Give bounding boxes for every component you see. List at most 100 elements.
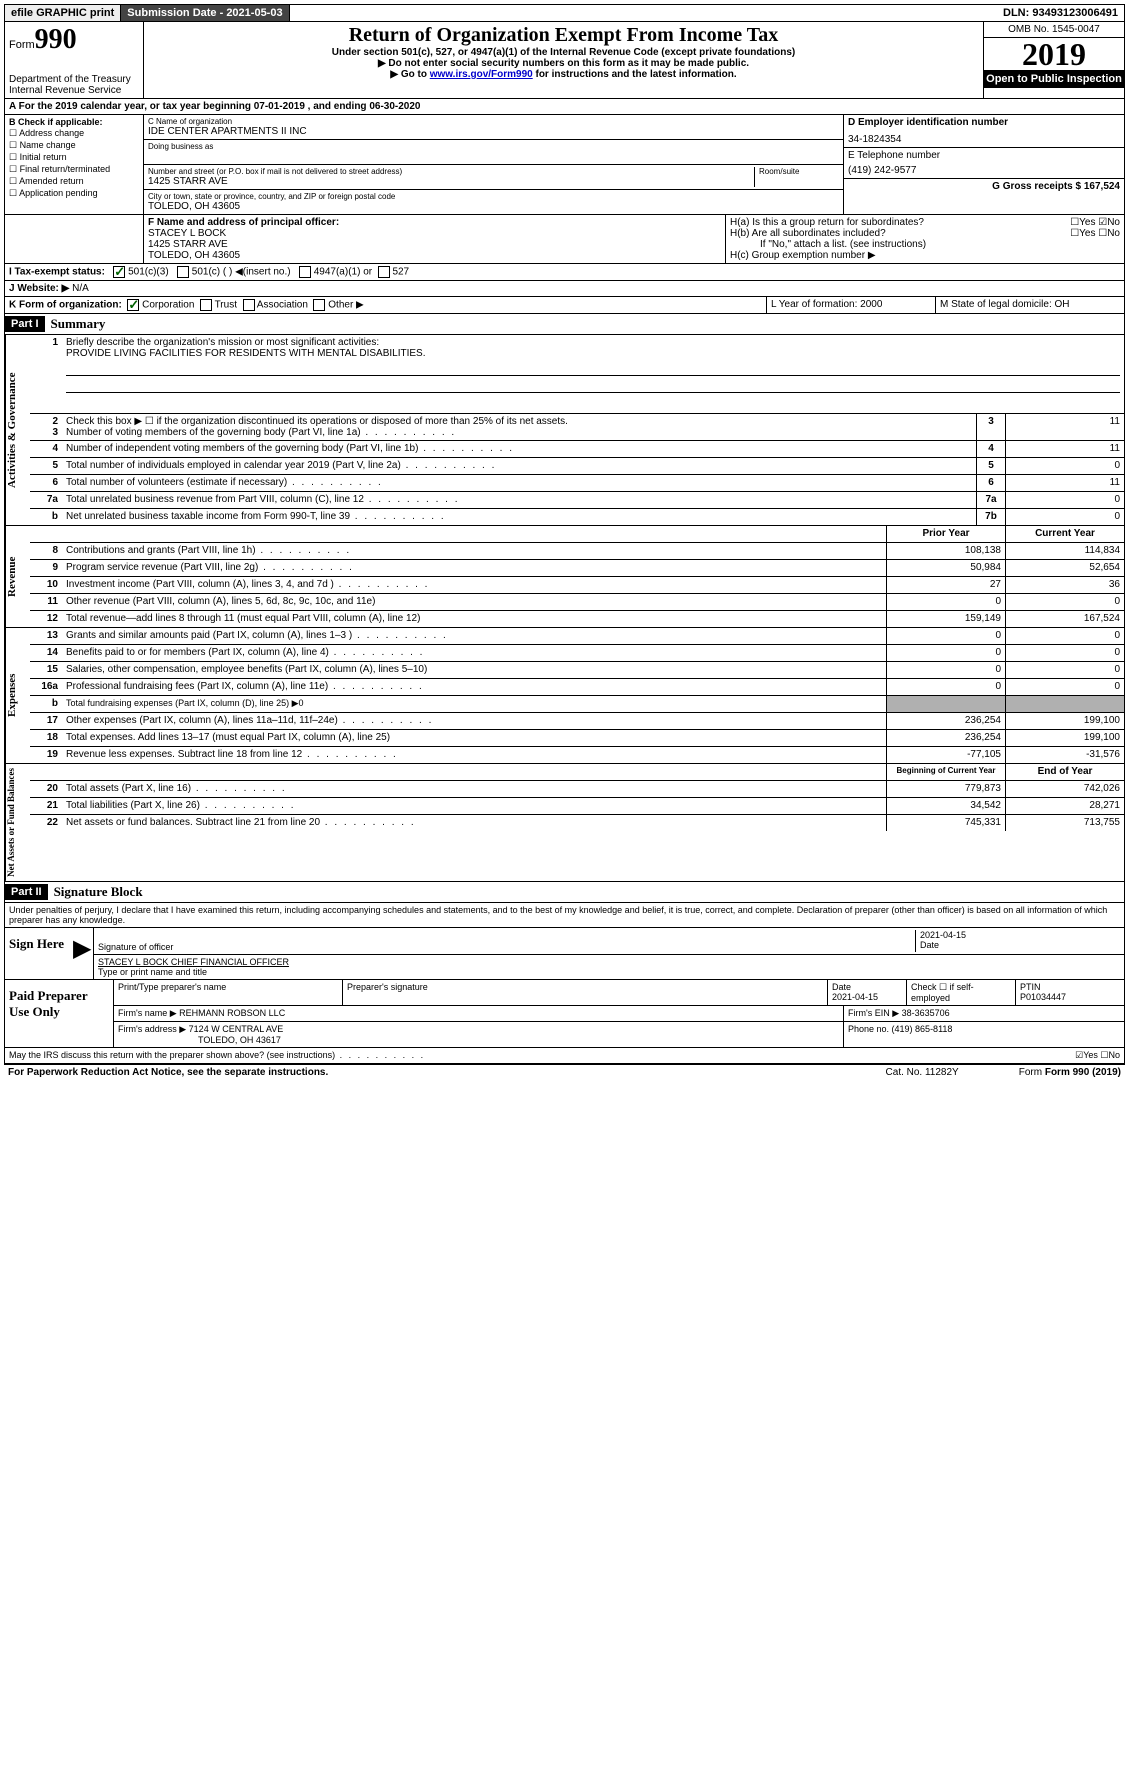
phone-value: (419) 242-9577 [848, 165, 1120, 176]
chk-final[interactable]: ☐ Final return/terminated [9, 164, 139, 175]
revenue-section: Revenue Prior Year Current Year 8 Contri… [4, 526, 1125, 628]
line15-text: Salaries, other compensation, employee b… [62, 662, 886, 678]
chk-501c[interactable] [177, 266, 189, 278]
form-org-label: K Form of organization: [9, 300, 122, 311]
line4-text: Number of independent voting members of … [62, 441, 976, 457]
firm-addr-label: Firm's address ▶ [118, 1024, 186, 1034]
chk-501c3[interactable] [113, 266, 125, 278]
dba-label: Doing business as [148, 142, 839, 151]
form-note1: ▶ Do not enter social security numbers o… [148, 58, 979, 69]
state-domicile: M State of legal domicile: OH [936, 297, 1124, 313]
current-year-header: Current Year [1005, 526, 1124, 542]
c17: 199,100 [1005, 713, 1124, 729]
sig-officer-label: Signature of officer [98, 942, 915, 952]
section-j: J Website: ▶ N/A [4, 281, 1125, 297]
chk-corp[interactable] [127, 299, 139, 311]
form-note2: ▶ Go to www.irs.gov/Form990 for instruct… [148, 69, 979, 80]
section-klm: K Form of organization: Corporation Trus… [4, 297, 1125, 314]
chk-name[interactable]: ☐ Name change [9, 140, 139, 151]
c20: 742,026 [1005, 781, 1124, 797]
hb-yesno[interactable]: ☐Yes ☐No [1070, 228, 1120, 239]
line12-text: Total revenue—add lines 8 through 11 (mu… [62, 611, 886, 627]
section-c: C Name of organization IDE CENTER APARTM… [144, 115, 843, 214]
section-fh: F Name and address of principal officer:… [4, 215, 1125, 264]
p11: 0 [886, 594, 1005, 610]
section-deg: D Employer identification number 34-1824… [843, 115, 1124, 214]
chk-pending[interactable]: ☐ Application pending [9, 188, 139, 199]
line9-text: Program service revenue (Part VIII, line… [62, 560, 886, 576]
penalty-text: Under penalties of perjury, I declare th… [5, 903, 1124, 927]
p19: -77,105 [886, 747, 1005, 763]
val4: 11 [1005, 441, 1124, 457]
c13: 0 [1005, 628, 1124, 644]
c8: 114,834 [1005, 543, 1124, 559]
form-number: 990 [35, 24, 77, 55]
p10: 27 [886, 577, 1005, 593]
c19: -31,576 [1005, 747, 1124, 763]
val7b: 0 [1005, 509, 1124, 525]
irs-link[interactable]: www.irs.gov/Form990 [430, 69, 533, 80]
line17-text: Other expenses (Part IX, column (A), lin… [62, 713, 886, 729]
chk-527[interactable] [378, 266, 390, 278]
part2-label: Part II [5, 884, 48, 900]
chk-trust[interactable] [200, 299, 212, 311]
irs-label: Internal Revenue Service [9, 85, 139, 96]
c16a: 0 [1005, 679, 1124, 695]
hc-label: H(c) Group exemption number ▶ [730, 250, 1120, 261]
line1-text: Briefly describe the organization's miss… [66, 337, 379, 348]
ha-label: H(a) Is this a group return for subordin… [730, 217, 924, 228]
opt-corp: Corporation [142, 300, 194, 311]
firm-name-label: Firm's name ▶ [118, 1008, 177, 1018]
chk-other[interactable] [313, 299, 325, 311]
top-bar: efile GRAPHIC print Submission Date - 20… [4, 4, 1125, 22]
info-grid: B Check if applicable: ☐ Address change … [4, 115, 1125, 215]
signature-block: Under penalties of perjury, I declare th… [4, 903, 1125, 1064]
governance-label: Activities & Governance [5, 335, 30, 525]
line7b-text: Net unrelated business taxable income fr… [62, 509, 976, 525]
part2-header: Part II Signature Block [4, 882, 1125, 903]
form-footer-text: Form 990 (2019) [1045, 1067, 1121, 1078]
chk-amended[interactable]: ☐ Amended return [9, 176, 139, 187]
tax-year: 2019 [984, 38, 1124, 70]
mission-text: PROVIDE LIVING FACILITIES FOR RESIDENTS … [66, 348, 426, 359]
form-header: Form990 Department of the Treasury Inter… [4, 22, 1125, 99]
line19-text: Revenue less expenses. Subtract line 18 … [62, 747, 886, 763]
hb-label: H(b) Are all subordinates included? [730, 228, 886, 239]
netassets-label: Net Assets or Fund Balances [5, 764, 30, 881]
revenue-label: Revenue [5, 526, 30, 627]
chk-4947[interactable] [299, 266, 311, 278]
date-label2: Date [832, 982, 902, 992]
c9: 52,654 [1005, 560, 1124, 576]
opt-other: Other ▶ [328, 300, 363, 311]
line22-text: Net assets or fund balances. Subtract li… [62, 815, 886, 831]
ha-yesno[interactable]: ☐Yes ☑No [1070, 217, 1120, 228]
chk-address[interactable]: ☐ Address change [9, 128, 139, 139]
check-self[interactable]: Check ☐ if self-employed [907, 980, 1016, 1005]
p17: 236,254 [886, 713, 1005, 729]
p18: 236,254 [886, 730, 1005, 746]
form-footer: Form Form 990 (2019) [1019, 1067, 1121, 1078]
form-subtitle: Under section 501(c), 527, or 4947(a)(1)… [148, 47, 979, 58]
opt-trust: Trust [215, 300, 237, 311]
sign-arrow-icon: ▶ [73, 928, 93, 979]
opt-4947: 4947(a)(1) or [314, 267, 372, 278]
begin-year-header: Beginning of Current Year [886, 764, 1005, 780]
chk-assoc[interactable] [243, 299, 255, 311]
submission-date: Submission Date - 2021-05-03 [121, 5, 289, 21]
c18: 199,100 [1005, 730, 1124, 746]
opt-assoc: Association [257, 300, 308, 311]
org-name-label: C Name of organization [148, 117, 839, 126]
c12: 167,524 [1005, 611, 1124, 627]
p22: 745,331 [886, 815, 1005, 831]
val3: 11 [1005, 414, 1124, 440]
line10-text: Investment income (Part VIII, column (A)… [62, 577, 886, 593]
officer-name: STACEY L BOCK [148, 228, 721, 239]
c22: 713,755 [1005, 815, 1124, 831]
line18-text: Total expenses. Add lines 13–17 (must eq… [62, 730, 886, 746]
line21-text: Total liabilities (Part X, line 26) [62, 798, 886, 814]
form-prefix: Form [9, 39, 35, 51]
ein-label: D Employer identification number [848, 117, 1120, 128]
discuss-yesno[interactable]: ☑Yes ☐No [1075, 1050, 1120, 1061]
c15: 0 [1005, 662, 1124, 678]
chk-initial[interactable]: ☐ Initial return [9, 152, 139, 163]
